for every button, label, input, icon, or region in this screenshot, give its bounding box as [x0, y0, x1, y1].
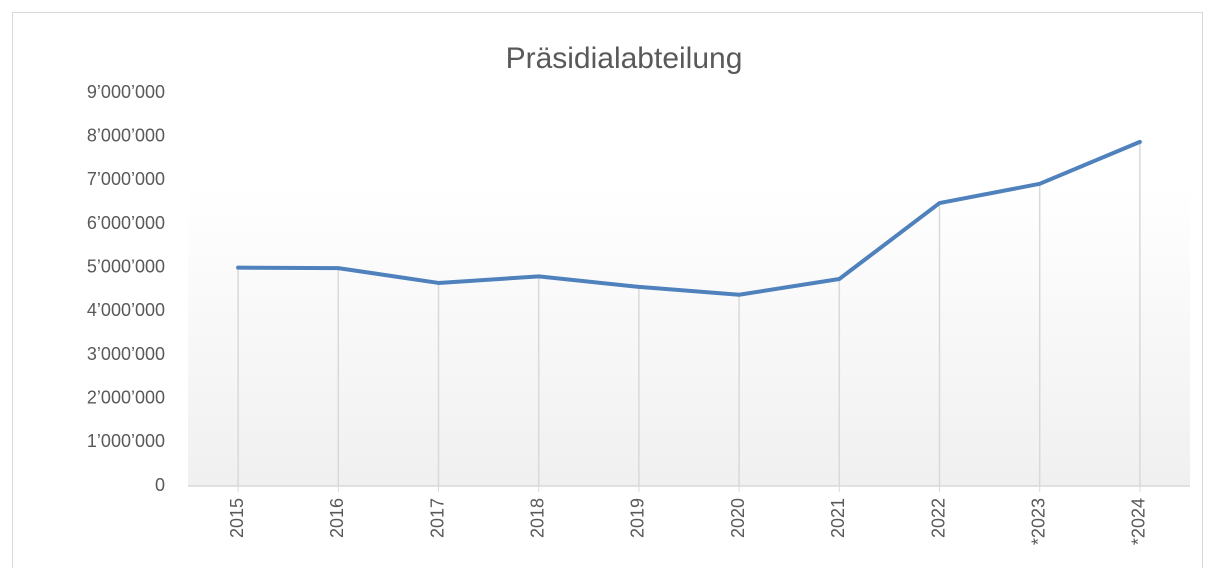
y-tick-label: 1’000’000	[87, 431, 165, 451]
y-tick-label: 4’000’000	[87, 300, 165, 320]
chart-title: Präsidialabteilung	[506, 42, 743, 75]
x-tick-label: 2020	[728, 498, 748, 538]
y-tick-label: 5’000’000	[87, 256, 165, 276]
y-tick-label: 0	[155, 475, 165, 495]
y-tick-label: 9’000’000	[87, 82, 165, 102]
x-tick-label: 2015	[227, 498, 247, 538]
plot-background	[188, 186, 1190, 486]
x-tick-label: 2021	[828, 498, 848, 538]
chart-border	[12, 12, 1203, 568]
series-line	[236, 139, 1142, 297]
y-tick-label: 6’000’000	[87, 213, 165, 233]
y-tick-label: 8’000’000	[87, 125, 165, 145]
y-tick-label: 2’000’000	[87, 387, 165, 407]
y-tick-label: 7’000’000	[87, 169, 165, 189]
x-tick-label: *2023	[1028, 498, 1048, 545]
x-tick-label: 2016	[327, 498, 347, 538]
x-tick-label: 2017	[427, 498, 447, 538]
x-tick-label: 2018	[527, 498, 547, 538]
y-tick-label: 3’000’000	[87, 344, 165, 364]
x-tick-label: 2019	[628, 498, 648, 538]
x-tick-label: *2024	[1129, 498, 1149, 545]
x-tick-label: 2022	[928, 498, 948, 538]
